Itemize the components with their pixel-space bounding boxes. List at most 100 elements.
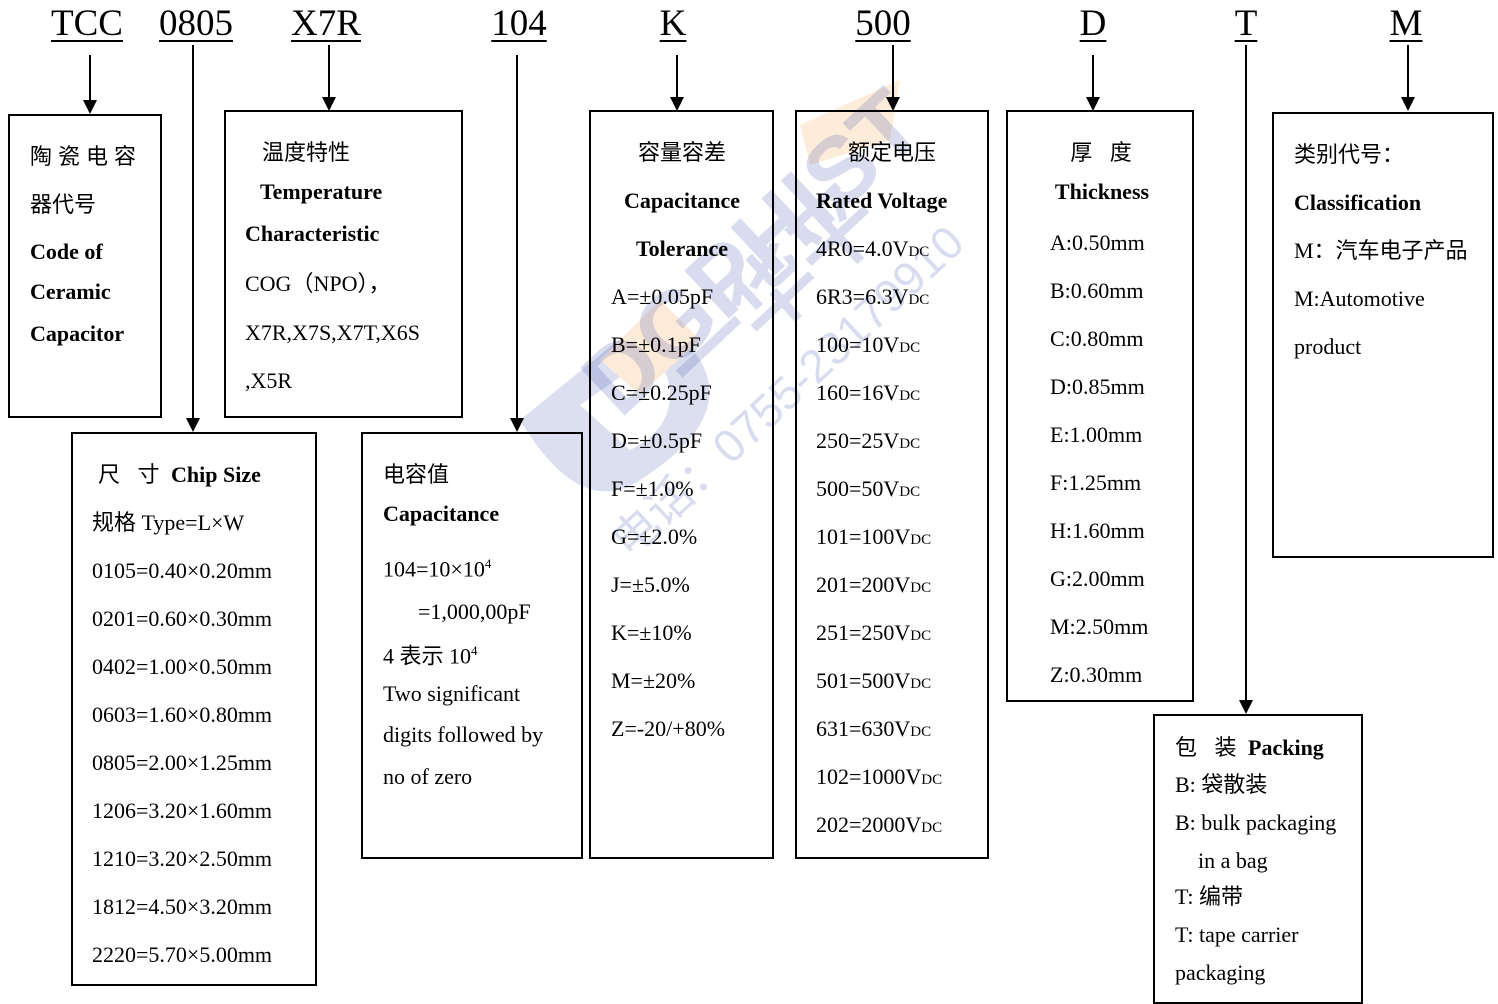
capacitance-box [361, 432, 583, 859]
capacitance-example1-exp: 4 [484, 556, 492, 571]
voltage-value: 160=16V [816, 380, 900, 405]
capacitance-example1: 104=10×104 [383, 551, 491, 582]
voltage-unit: DC [921, 772, 943, 788]
voltage-item: 4R0=4.0VDC [816, 236, 929, 265]
voltage-unit: DC [899, 436, 921, 452]
tolerance-en1: Capacitance [623, 188, 741, 213]
thickness-en: Thickness [1054, 179, 1150, 204]
chip-size-item: 1812=4.50×3.20mm [92, 894, 273, 919]
thickness-item: A:0.50mm [1050, 230, 1145, 255]
voltage-unit: DC [910, 580, 932, 596]
chip-size-item: 0201=0.60×0.30mm [92, 606, 273, 631]
voltage-unit: DC [910, 724, 932, 740]
classification-zh: 类别代号： [1294, 142, 1405, 167]
temperature-zh: 温度特性 [262, 140, 351, 165]
chip-size-zh: 尺 寸 [98, 462, 166, 487]
classification-box [1272, 112, 1494, 558]
thickness-item: M:2.50mm [1050, 614, 1149, 639]
code-capacitance: 104 [491, 3, 547, 44]
chip-size-item: 0105=0.40×0.20mm [92, 558, 273, 583]
packing-t-en1: T: tape carrier [1175, 922, 1299, 947]
voltage-value: 100=10V [816, 332, 900, 357]
packing-t-zh: T: 编带 [1175, 884, 1243, 909]
thickness-item: B:0.60mm [1050, 278, 1144, 303]
tolerance-item: F=±1.0% [611, 476, 694, 501]
ceramic-en-line1: Code of [30, 239, 103, 264]
voltage-value: 101=100V [816, 524, 911, 549]
voltage-value: 201=200V [816, 572, 911, 597]
thickness-box [1006, 110, 1194, 702]
ceramic-zh-line2: 器代号 [30, 192, 97, 217]
code-voltage: 500 [855, 3, 911, 44]
tolerance-en2: Tolerance [635, 236, 729, 261]
tolerance-item: G=±2.0% [611, 524, 698, 549]
chip-size-item: 2220=5.70×5.00mm [92, 942, 273, 967]
thickness-item: D:0.85mm [1050, 374, 1145, 399]
tolerance-box [589, 110, 774, 859]
ceramic-zh-line1: 陶瓷电容 [30, 144, 143, 169]
capacitance-example1-text: 104=10×10 [383, 556, 485, 582]
voltage-value: 501=500V [816, 668, 911, 693]
tolerance-item: C=±0.25pF [611, 380, 712, 405]
thickness-item: E:1.00mm [1050, 422, 1143, 447]
ceramic-en-line2: Ceramic [30, 279, 111, 304]
chip-size-item: 1210=3.20×2.50mm [92, 846, 273, 871]
voltage-value: 4R0=4.0V [816, 236, 909, 261]
temperature-en1: Temperature [260, 179, 383, 204]
voltage-item: 101=100VDC [816, 524, 931, 553]
classification-en: Classification [1294, 190, 1422, 215]
voltage-unit: DC [899, 388, 921, 404]
tolerance-item: K=±10% [611, 620, 692, 645]
capacitance-zh: 电容值 [383, 462, 450, 487]
thickness-zh: 厚 度 [1070, 140, 1138, 165]
temperature-en2: Characteristic [245, 221, 380, 246]
code-classification: M [1389, 3, 1423, 44]
packing-b-en1: B: bulk packaging [1175, 810, 1337, 835]
voltage-item: 251=250VDC [816, 620, 931, 649]
tolerance-item: M=±20% [611, 668, 696, 693]
packing-t-en2: packaging [1175, 960, 1266, 985]
chip-size-item: 0805=2.00×1.25mm [92, 750, 273, 775]
ceramic-code-box [8, 114, 162, 418]
temperature-box [224, 110, 463, 418]
code-thickness: D [1079, 3, 1107, 44]
tolerance-item: A=±0.05pF [611, 284, 714, 309]
voltage-unit: DC [921, 820, 943, 836]
voltage-item: 250=25VDC [816, 428, 920, 457]
voltage-value: 6R3=6.3V [816, 284, 909, 309]
voltage-item: 160=16VDC [816, 380, 920, 409]
code-temperature: X7R [291, 3, 361, 44]
capacitance-example3-exp: 4 [471, 643, 478, 658]
tolerance-item: D=±0.5pF [611, 428, 703, 453]
voltage-item: 631=630VDC [816, 716, 931, 745]
voltage-box [795, 110, 989, 859]
tolerance-item: B=±0.1pF [611, 332, 701, 357]
chip-size-box [71, 432, 317, 986]
voltage-unit: DC [899, 340, 921, 356]
voltage-unit: DC [908, 292, 930, 308]
packing-en: Packing [1248, 735, 1324, 760]
code-packing: T [1234, 3, 1258, 44]
classification-m-en2: product [1294, 334, 1362, 359]
voltage-en: Rated Voltage [816, 188, 948, 213]
tolerance-item: Z=-20/+80% [611, 716, 726, 741]
tolerance-item: J=±5.0% [611, 572, 690, 597]
capacitance-example2: =1,000,00pF [418, 599, 531, 624]
capacitance-example3-text: 4 表示 10 [383, 643, 472, 669]
voltage-item: 6R3=6.3VDC [816, 284, 929, 313]
chip-size-item: 0603=1.60×0.80mm [92, 702, 273, 727]
voltage-item: 201=200VDC [816, 572, 931, 601]
voltage-unit: DC [910, 532, 932, 548]
classification-m-zh: M：汽车电子产品 [1294, 238, 1468, 263]
packing-zh: 包 装 [1175, 735, 1243, 760]
packing-title: 包 装 Packing [1175, 735, 1324, 761]
packing-b-en2: in a bag [1198, 848, 1268, 873]
chip-size-item: 1206=3.20×1.60mm [92, 798, 273, 823]
thickness-item: H:1.60mm [1050, 518, 1145, 543]
thickness-item: C:0.80mm [1050, 326, 1144, 351]
voltage-value: 500=50V [816, 476, 900, 501]
ceramic-en-line3: Capacitor [30, 321, 125, 346]
code-tolerance: K [659, 3, 687, 44]
voltage-unit: DC [910, 628, 932, 644]
